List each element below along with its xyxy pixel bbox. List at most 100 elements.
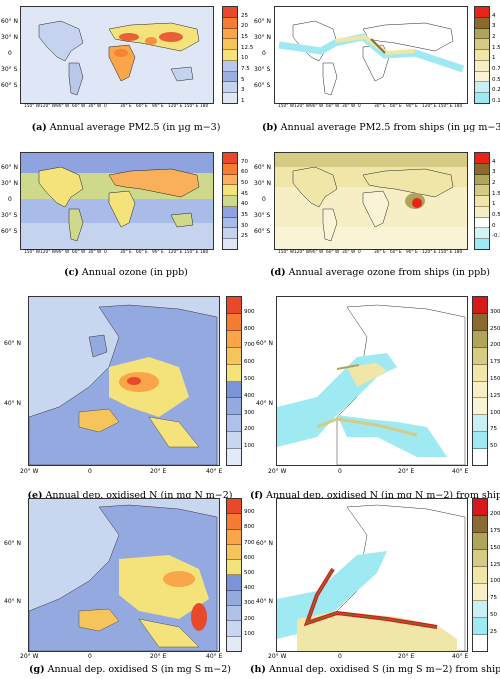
colorbar-a-segment <box>223 93 237 104</box>
colorbar-tick-label: 100 <box>490 578 500 585</box>
colorbar-tick-label: 200 <box>490 342 500 349</box>
colorbar-tick-label: 50 <box>490 612 497 619</box>
colorbar-tick-label: 3 <box>492 23 496 30</box>
colorbar-h-segment <box>473 516 487 533</box>
world-lon-label: 90° W <box>56 250 70 255</box>
a-lat-60n: 60° N <box>1 18 19 25</box>
world-lon-label: 60° W <box>326 104 340 109</box>
world-lon-label: 120° W <box>40 250 56 255</box>
colorbar-e <box>226 296 242 466</box>
caption-g: (g) Annual dep. oxidised S (in mg S m−2) <box>28 664 232 675</box>
world-lon-label: 0 <box>104 250 107 255</box>
colorbar-tick-label: 1 <box>492 55 496 62</box>
world-lon-label: 30° E <box>120 104 132 109</box>
colorbar-tick-label: 1.5 <box>492 190 500 197</box>
colorbar-tick-label: 70 <box>241 158 248 165</box>
d-lat-30s: 30° S <box>254 212 271 219</box>
colorbar-e-segment <box>227 432 241 450</box>
world-lon-label: 150° W <box>24 250 40 255</box>
colorbar-ticks-e: 900 800 700 600 500 400 300 200 100 <box>244 296 264 464</box>
c-lat-60n: 60° N <box>1 164 19 171</box>
colorbar-tick-label: 175 <box>490 527 500 534</box>
caption-c: (c) Annual ozone (in ppb) <box>64 267 188 278</box>
colorbar-tick-label: 0.5 <box>492 212 500 218</box>
d-lat-60n: 60° N <box>254 164 272 171</box>
world-lon-label: 90° W <box>310 104 324 109</box>
colorbar-e-segment <box>227 398 241 416</box>
colorbar-tick-label: 250 <box>490 325 500 332</box>
colorbar-tick-label: 12.5 <box>241 44 254 51</box>
colorbar-h <box>472 498 488 652</box>
colorbar-tick-label: 5 <box>241 76 245 83</box>
d-lat-0: 0 <box>262 196 266 203</box>
g-lon-20w: 20° W <box>20 653 39 660</box>
colorbar-tick-label: 35 <box>241 212 248 218</box>
colorbar-tick-label: 0.1 <box>492 98 500 104</box>
colorbar-b-segment <box>475 60 489 72</box>
colorbar-d-segment <box>475 153 489 164</box>
b-lat-60s: 60° S <box>254 82 271 89</box>
world-lon-label: 0 <box>358 104 361 109</box>
e-lon-40e: 40° E <box>206 468 223 475</box>
colorbar-a-segment <box>223 82 237 94</box>
colorbar-tick-label: 4 <box>492 158 496 165</box>
g-lon-40e: 40° E <box>206 653 223 660</box>
colorbar-c-segment <box>223 239 237 250</box>
map-f <box>276 296 468 466</box>
d-lat-60s: 60° S <box>254 228 271 235</box>
colorbar-f <box>472 296 488 466</box>
f-lat-60: 60° N <box>256 340 274 347</box>
caption-f: (f) Annual dep. oxidised N (in mg N m−2)… <box>250 490 500 501</box>
colorbar-tick-label: 1.5 <box>492 44 500 51</box>
world-lon-label: 120° E <box>168 104 183 109</box>
colorbar-tick-label: 600 <box>244 359 255 366</box>
g-lat-40: 40° N <box>4 598 22 605</box>
colorbar-tick-label: 150 <box>490 544 500 551</box>
colorbar-tick-label: 3 <box>241 87 245 94</box>
g-lat-60: 60° N <box>4 540 22 547</box>
colorbar-f-segment <box>473 297 487 314</box>
colorbar-a-segment <box>223 50 237 61</box>
map-h <box>276 498 468 652</box>
colorbar-d-segment <box>475 217 489 229</box>
colorbar-b-segment <box>475 39 489 51</box>
world-lon-label: 60° E <box>136 104 148 109</box>
world-lon-label: 120° E <box>168 250 183 255</box>
map-g <box>28 498 220 652</box>
colorbar-tick-label: 900 <box>244 308 255 315</box>
colorbar-tick-label: 125 <box>490 392 500 399</box>
colorbar-c-segment <box>223 163 237 175</box>
world-lon-label: 90° E <box>406 250 418 255</box>
colorbar-c-segment <box>223 196 237 207</box>
colorbar-b <box>474 6 490 104</box>
colorbar-h-segment <box>473 618 487 635</box>
colorbar-tick-label: 15 <box>241 34 248 40</box>
h-lon-20w: 20° W <box>268 653 287 660</box>
world-lon-label: 120° W <box>294 250 310 255</box>
colorbar-d-segment <box>475 163 489 175</box>
colorbar-h-segment <box>473 499 487 516</box>
colorbar-g-segment <box>227 590 241 607</box>
colorbar-d-segment <box>475 239 489 250</box>
world-lon-label: 150° W <box>24 104 40 109</box>
world-lon-label: 120° E <box>422 250 437 255</box>
colorbar-b-segment <box>475 50 489 61</box>
f-lon-20e: 20° E <box>398 468 415 475</box>
colorbar-tick-label: -0.5 <box>492 233 500 240</box>
colorbar-f-segment <box>473 449 487 466</box>
colorbar-g-segment <box>227 621 241 637</box>
world-lon-label: 150° W <box>278 104 294 109</box>
colorbar-tick-label: 40 <box>241 201 248 208</box>
colorbar-b-segment <box>475 17 489 29</box>
caption-h: (h) Annual dep. oxidised S (in mg S m−2)… <box>250 664 500 675</box>
colorbar-h-segment <box>473 635 487 651</box>
colorbar-b-segment <box>475 71 489 83</box>
colorbar-c-segment <box>223 206 237 218</box>
world-lon-label: 120° W <box>294 104 310 109</box>
colorbar-tick-label: 100 <box>244 630 255 637</box>
colorbar-ticks-h: 200 175 150 125 100 75 50 25 <box>490 498 500 650</box>
world-lon-label: 30° E <box>120 250 132 255</box>
colorbar-f-segment <box>473 381 487 399</box>
a-lat-30s: 30° S <box>1 66 18 73</box>
colorbar-tick-label: 1 <box>492 201 496 208</box>
